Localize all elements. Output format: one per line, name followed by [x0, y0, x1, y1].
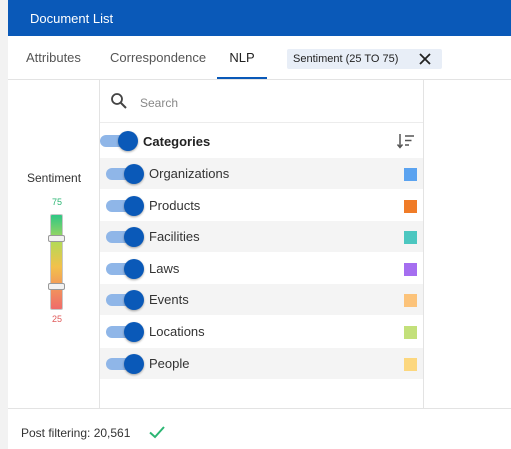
- category-row[interactable]: Products: [100, 190, 423, 221]
- sort-icon[interactable]: [396, 132, 416, 150]
- sentiment-upper-handle[interactable]: [48, 235, 65, 242]
- search-input[interactable]: [138, 92, 412, 114]
- category-color-swatch: [404, 168, 417, 181]
- category-toggle[interactable]: [106, 290, 144, 311]
- category-row[interactable]: Events: [100, 284, 423, 316]
- tab-bar: Attributes Correspondence NLP Sentiment …: [8, 36, 511, 80]
- filter-chip: Sentiment (25 TO 75): [287, 49, 442, 69]
- category-row[interactable]: Laws: [100, 253, 423, 284]
- category-toggle[interactable]: [106, 258, 144, 279]
- tab-correspondence[interactable]: Correspondence: [110, 50, 207, 65]
- search-icon: [110, 92, 128, 110]
- category-color-swatch: [404, 262, 417, 276]
- sentiment-min-label: 25: [52, 314, 63, 324]
- category-label: People: [149, 355, 190, 371]
- categories-header: Categories: [100, 124, 423, 158]
- category-label: Laws: [149, 260, 180, 276]
- toggle-knob: [124, 353, 144, 374]
- category-row[interactable]: Facilities: [100, 221, 423, 253]
- header-bar: Document List: [8, 0, 511, 36]
- categories-panel: Categories Organizations Products Faciliti…: [100, 80, 424, 408]
- category-label: Products: [149, 197, 201, 213]
- category-label: Facilities: [149, 229, 200, 245]
- toggle-knob: [124, 290, 144, 311]
- category-toggle[interactable]: [106, 322, 144, 342]
- toggle-knob: [124, 227, 144, 248]
- toggle-knob: [124, 322, 144, 342]
- toggle-knob: [118, 131, 138, 151]
- close-icon[interactable]: [416, 50, 434, 68]
- toggle-knob: [124, 258, 144, 279]
- category-color-swatch: [404, 231, 417, 245]
- footer: Post filtering: 20,561: [8, 408, 511, 449]
- toggle-knob: [124, 164, 144, 184]
- category-toggle[interactable]: [106, 195, 144, 216]
- sentiment-panel: Sentiment 75 25: [8, 80, 100, 408]
- category-color-swatch: [404, 326, 417, 339]
- category-toggle[interactable]: [106, 227, 144, 248]
- category-color-swatch: [404, 199, 417, 213]
- sentiment-slider-track[interactable]: [50, 214, 63, 310]
- category-color-swatch: [404, 357, 417, 371]
- category-label: Events: [149, 292, 189, 308]
- nlp-content: Sentiment 75 25 Categories: [8, 80, 511, 408]
- sentiment-title: Sentiment: [27, 171, 82, 185]
- post-filtering-count: Post filtering: 20,561: [21, 426, 131, 440]
- sentiment-max-label: 75: [52, 197, 63, 207]
- page-title: Document List: [30, 10, 114, 26]
- search-row: [100, 80, 423, 123]
- category-color-swatch: [404, 294, 417, 308]
- tab-attributes[interactable]: Attributes: [26, 50, 81, 65]
- category-toggle[interactable]: [106, 164, 144, 184]
- check-icon: [148, 423, 166, 441]
- toggle-knob: [124, 195, 144, 216]
- category-label: Locations: [149, 324, 205, 339]
- category-row[interactable]: People: [100, 347, 423, 379]
- categories-header-label: Categories: [143, 134, 211, 149]
- category-row[interactable]: Organizations: [100, 158, 423, 189]
- filter-chip-label: Sentiment (25 TO 75): [293, 53, 399, 65]
- category-toggle[interactable]: [106, 353, 144, 374]
- tab-nlp[interactable]: NLP: [217, 36, 267, 79]
- left-edge: [0, 0, 8, 449]
- category-label: Organizations: [149, 166, 230, 181]
- category-row[interactable]: Locations: [100, 316, 423, 347]
- categories-toggle[interactable]: [100, 131, 138, 151]
- sentiment-lower-handle[interactable]: [48, 283, 65, 290]
